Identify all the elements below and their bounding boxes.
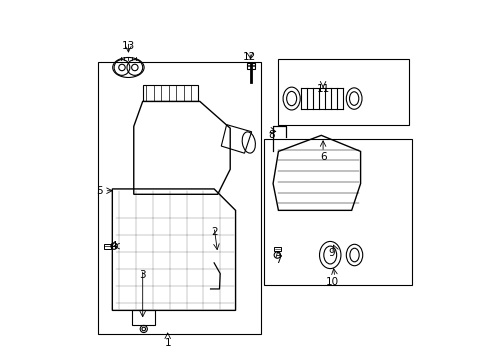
- Bar: [246, 63, 254, 69]
- Bar: [104, 244, 111, 249]
- Text: 8: 8: [267, 130, 274, 140]
- Bar: [98, 62, 260, 334]
- Text: 3: 3: [139, 270, 146, 280]
- Text: 12: 12: [243, 52, 256, 62]
- Bar: [278, 59, 408, 125]
- Text: 7: 7: [275, 255, 281, 265]
- Text: 9: 9: [328, 248, 335, 258]
- Bar: [264, 139, 411, 285]
- Bar: [273, 247, 281, 251]
- Text: 5: 5: [96, 186, 103, 196]
- Text: 4: 4: [111, 241, 117, 251]
- Text: 6: 6: [319, 152, 325, 162]
- Text: 13: 13: [122, 41, 135, 51]
- Text: 11: 11: [316, 84, 329, 94]
- Text: 2: 2: [210, 227, 217, 237]
- Text: 1: 1: [164, 338, 171, 347]
- Text: 10: 10: [325, 277, 338, 287]
